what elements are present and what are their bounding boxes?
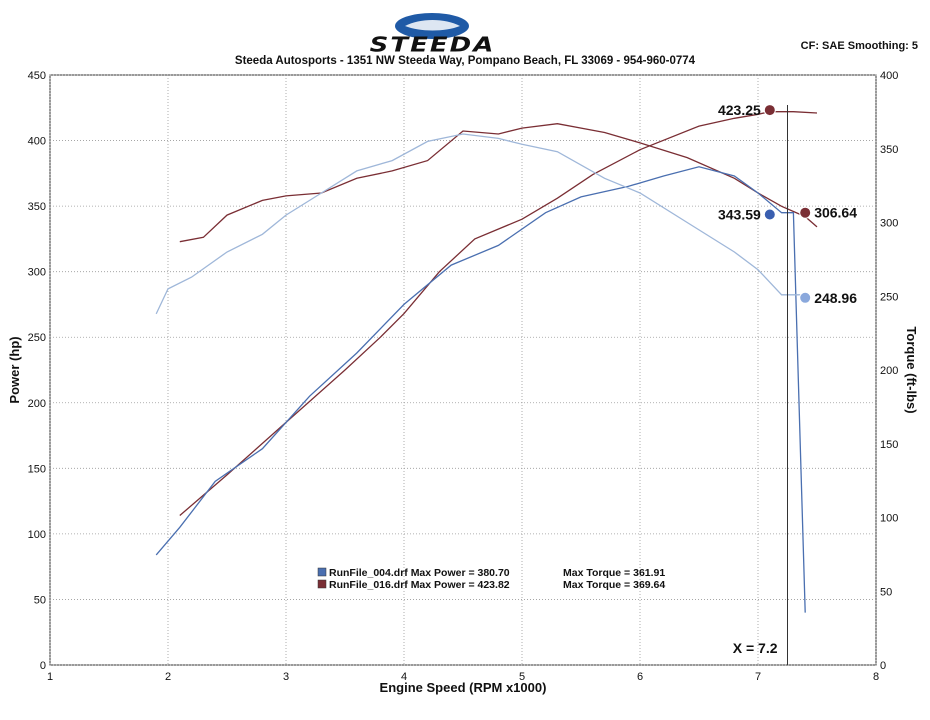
x-tick-labels: 1 2 3 4 5 6 7 8 [47, 671, 879, 683]
y2-tick-label: 350 [880, 144, 898, 156]
y-tick-label: 50 [34, 594, 46, 606]
y2-tick-label: 300 [880, 218, 898, 230]
legend-max-torque: Max Torque = 369.64 [563, 579, 665, 591]
plot-area [49, 74, 877, 666]
x-tick-label: 1 [47, 671, 53, 683]
y2-tick-label: 250 [880, 291, 898, 303]
correction-settings: CF: SAE Smoothing: 5 [800, 40, 918, 52]
y-tick-label: 250 [28, 332, 46, 344]
callout-marker [799, 206, 812, 219]
legend-run-name: RunFile_016.drf Max Power = 423.82 [329, 579, 510, 591]
x-tick-label: 8 [873, 671, 879, 683]
y-axis-title: Power (hp) [7, 336, 22, 403]
callout-value: 343.59 [718, 207, 761, 223]
legend-swatch [317, 579, 327, 589]
y-tick-label: 100 [28, 529, 46, 541]
y-tick-label: 450 [28, 70, 46, 82]
shop-address: Steeda Autosports - 1351 NW Steeda Way, … [234, 55, 696, 67]
x-tick-label: 2 [165, 671, 171, 683]
x-tick-label: 7 [755, 671, 761, 683]
logo-wordmark: STEEDA [369, 33, 496, 57]
y-tick-label: 350 [28, 201, 46, 213]
legend-max-torque: Max Torque = 361.91 [563, 567, 665, 579]
cursor: X = 7.2 [733, 105, 788, 665]
y2-tick-labels: 0 50 100 150 200 250 300 350 400 [880, 70, 898, 672]
callouts: 423.25 343.59 306.64 248.96 [718, 102, 857, 306]
legend: RunFile_004.drf Max Power = 380.70 Max To… [317, 567, 665, 591]
logo-swoosh-icon [395, 13, 469, 39]
legend-run-name: RunFile_004.drf Max Power = 380.70 [329, 567, 510, 579]
callout-value: 248.96 [814, 290, 857, 306]
y-tick-label: 200 [28, 398, 46, 410]
callout-marker [799, 291, 812, 304]
x-tick-label: 6 [637, 671, 643, 683]
series-runfile-016-drf-power [179, 111, 818, 516]
y2-tick-label: 200 [880, 365, 898, 377]
series-lines [155, 111, 818, 613]
y2-tick-label: 0 [880, 660, 886, 672]
y2-tick-label: 400 [880, 70, 898, 82]
callout-value: 306.64 [814, 205, 857, 221]
callout-marker [763, 104, 776, 117]
y-tick-labels: 0 50 100 150 200 250 300 350 400 450 [28, 70, 46, 672]
y-tick-label: 400 [28, 136, 46, 148]
y2-tick-label: 150 [880, 439, 898, 451]
y-tick-label: 300 [28, 267, 46, 279]
x-tick-label: 3 [283, 671, 289, 683]
grid [49, 74, 877, 666]
y2-tick-label: 100 [880, 513, 898, 525]
steeda-logo: STEEDA [325, 8, 540, 57]
y-tick-label: 150 [28, 463, 46, 475]
y2-axis-title: Torque (ft-lbs) [904, 326, 919, 413]
y-tick-label: 0 [40, 660, 46, 672]
x-tick-label: 5 [519, 671, 525, 683]
cursor-label: X = 7.2 [733, 640, 778, 656]
x-tick-label: 4 [401, 671, 407, 683]
x-axis-title: Engine Speed (RPM x1000) [380, 680, 547, 695]
series-runfile-004-drf-torque [155, 133, 806, 315]
legend-swatch [317, 567, 327, 577]
series-runfile-004-drf-power [155, 166, 806, 613]
callout-marker [763, 208, 776, 221]
y2-tick-label: 50 [880, 586, 892, 598]
callout-value: 423.25 [718, 102, 761, 118]
